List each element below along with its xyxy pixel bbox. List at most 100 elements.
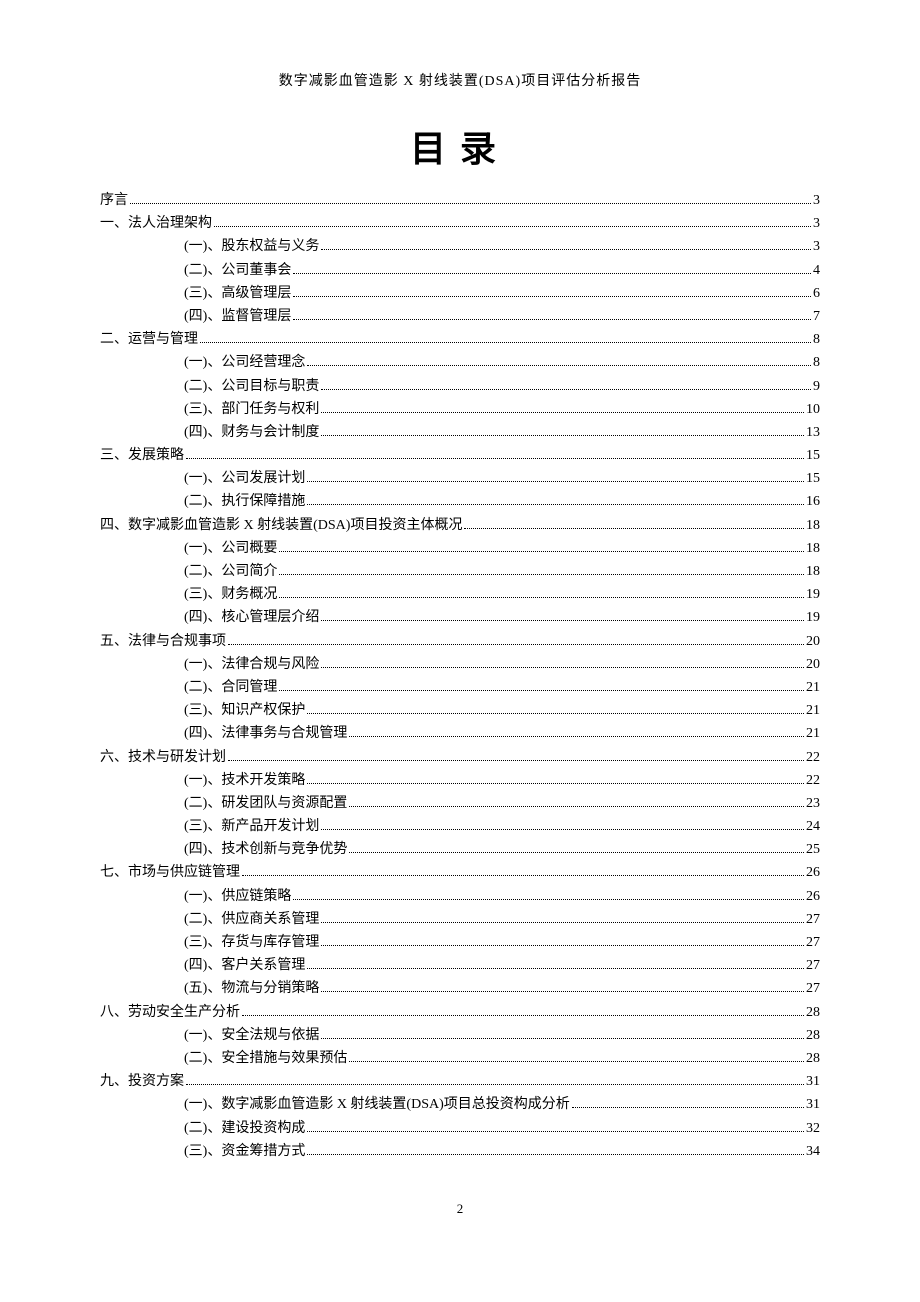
toc-entry-label: (二)、供应商关系管理 bbox=[184, 913, 319, 927]
toc-entry-label: (三)、资金筹措方式 bbox=[184, 1145, 305, 1159]
toc-entry-page: 28 bbox=[806, 1052, 820, 1066]
toc-leader-dots bbox=[307, 705, 804, 714]
toc-entry: (二)、合同管理 21 bbox=[100, 681, 820, 695]
toc-entry-label: (四)、客户关系管理 bbox=[184, 959, 305, 973]
toc-leader-dots bbox=[307, 496, 804, 505]
toc-entry-page: 25 bbox=[806, 843, 820, 857]
toc-entry-page: 18 bbox=[806, 542, 820, 556]
toc-entry-label: (三)、存货与库存管理 bbox=[184, 936, 319, 950]
toc-leader-dots bbox=[279, 542, 804, 551]
document-page: 数字减影血管造影 X 射线装置(DSA)项目评估分析报告 目录 序言3一、法人治… bbox=[0, 0, 920, 1257]
toc-entry-page: 26 bbox=[806, 866, 820, 880]
toc-entry-label: (四)、法律事务与合规管理 bbox=[184, 727, 347, 741]
toc-entry: 序言 3 bbox=[100, 194, 820, 208]
toc-entry-page: 27 bbox=[806, 913, 820, 927]
toc-entry-page: 10 bbox=[806, 403, 820, 417]
toc-entry: (三)、新产品开发计划24 bbox=[100, 820, 820, 834]
toc-entry-label: (一)、法律合规与风险 bbox=[184, 658, 319, 672]
toc-leader-dots bbox=[349, 1053, 804, 1062]
toc-entry-page: 18 bbox=[806, 519, 820, 533]
toc-entry-label: 九、投资方案 bbox=[100, 1075, 184, 1089]
toc-entry: (一)、公司经营理念 8 bbox=[100, 356, 820, 370]
toc-leader-dots bbox=[293, 890, 804, 899]
toc-entry-label: (四)、核心管理层介绍 bbox=[184, 611, 319, 625]
toc-leader-dots bbox=[242, 867, 804, 876]
toc-entry: (一)、公司概要18 bbox=[100, 542, 820, 556]
toc-entry-label: (一)、公司发展计划 bbox=[184, 472, 305, 486]
toc-entry-label: (二)、安全措施与效果预估 bbox=[184, 1052, 347, 1066]
toc-entry-page: 15 bbox=[806, 472, 820, 486]
toc-entry: (三)、存货与库存管理27 bbox=[100, 936, 820, 950]
toc-entry-page: 4 bbox=[813, 264, 820, 278]
toc-entry-label: (二)、研发团队与资源配置 bbox=[184, 797, 347, 811]
toc-entry-page: 24 bbox=[806, 820, 820, 834]
toc-entry-label: 序言 bbox=[100, 194, 128, 208]
toc-leader-dots bbox=[321, 241, 811, 250]
toc-entry: (二)、建设投资构成32 bbox=[100, 1122, 820, 1136]
toc-entry-label: (一)、公司经营理念 bbox=[184, 356, 305, 370]
toc-entry: (一)、数字减影血管造影 X 射线装置(DSA)项目总投资构成分析31 bbox=[100, 1098, 820, 1112]
toc-leader-dots bbox=[349, 844, 804, 853]
toc-entry: (四)、法律事务与合规管理21 bbox=[100, 727, 820, 741]
toc-entry-page: 27 bbox=[806, 982, 820, 996]
toc-entry: 六、技术与研发计划22 bbox=[100, 751, 820, 765]
toc-entry: (三)、资金筹措方式34 bbox=[100, 1145, 820, 1159]
toc-entry-label: (二)、公司简介 bbox=[184, 565, 277, 579]
toc-entry-page: 28 bbox=[806, 1029, 820, 1043]
toc-entry-page: 27 bbox=[806, 959, 820, 973]
toc-entry-label: 八、劳动安全生产分析 bbox=[100, 1006, 240, 1020]
document-header: 数字减影血管造影 X 射线装置(DSA)项目评估分析报告 bbox=[100, 70, 820, 90]
toc-entry: (三)、财务概况19 bbox=[100, 588, 820, 602]
toc-entry-page: 8 bbox=[813, 333, 820, 347]
toc-entry: 九、投资方案 31 bbox=[100, 1075, 820, 1089]
toc-entry: (三)、知识产权保护21 bbox=[100, 704, 820, 718]
toc-entry-page: 31 bbox=[806, 1098, 820, 1112]
toc-entry: (四)、监督管理层7 bbox=[100, 310, 820, 324]
toc-entry-label: 一、法人治理架构 bbox=[100, 217, 212, 231]
toc-entry-page: 8 bbox=[813, 356, 820, 370]
toc-leader-dots bbox=[307, 774, 804, 783]
toc-entry-label: (二)、合同管理 bbox=[184, 681, 277, 695]
toc-entry: (三)、部门任务与权利 10 bbox=[100, 403, 820, 417]
toc-entry-page: 3 bbox=[813, 240, 820, 254]
toc-leader-dots bbox=[279, 566, 804, 575]
toc-entry-label: 三、发展策略 bbox=[100, 449, 184, 463]
toc-entry-label: (一)、安全法规与依据 bbox=[184, 1029, 319, 1043]
toc-entry-label: (一)、股东权益与义务 bbox=[184, 240, 319, 254]
toc-entry-page: 20 bbox=[806, 635, 820, 649]
toc-entry: 二、运营与管理 8 bbox=[100, 333, 820, 347]
toc-entry: (一)、股东权益与义务 3 bbox=[100, 240, 820, 254]
toc-entry-label: (二)、公司目标与职责 bbox=[184, 380, 319, 394]
toc-entry-page: 31 bbox=[806, 1075, 820, 1089]
toc-leader-dots bbox=[293, 287, 811, 296]
toc-leader-dots bbox=[130, 195, 811, 204]
toc-entry-page: 21 bbox=[806, 704, 820, 718]
toc-leader-dots bbox=[307, 960, 804, 969]
toc-entry-page: 19 bbox=[806, 611, 820, 625]
toc-entry: (二)、供应商关系管理 27 bbox=[100, 913, 820, 927]
toc-entry: (一)、技术开发策略22 bbox=[100, 774, 820, 788]
page-number: 2 bbox=[100, 1201, 820, 1217]
toc-leader-dots bbox=[307, 1145, 804, 1154]
toc-leader-dots bbox=[464, 519, 804, 528]
toc-entry-page: 21 bbox=[806, 681, 820, 695]
toc-entry: (一)、供应链策略26 bbox=[100, 890, 820, 904]
toc-leader-dots bbox=[321, 380, 811, 389]
toc-entry-page: 28 bbox=[806, 1006, 820, 1020]
toc-entry-label: 七、市场与供应链管理 bbox=[100, 866, 240, 880]
toc-entry-page: 18 bbox=[806, 565, 820, 579]
toc-entry-label: 二、运营与管理 bbox=[100, 333, 198, 347]
toc-entry-label: (一)、技术开发策略 bbox=[184, 774, 305, 788]
toc-entry-page: 3 bbox=[813, 194, 820, 208]
toc-entry: (四)、客户关系管理 27 bbox=[100, 959, 820, 973]
toc-entry-label: (三)、部门任务与权利 bbox=[184, 403, 319, 417]
toc-leader-dots bbox=[200, 334, 811, 343]
toc-entry: (一)、安全法规与依据 28 bbox=[100, 1029, 820, 1043]
toc-entry: 五、法律与合规事项20 bbox=[100, 635, 820, 649]
toc-entry: (二)、公司目标与职责9 bbox=[100, 380, 820, 394]
toc-entry-page: 7 bbox=[813, 310, 820, 324]
toc-leader-dots bbox=[242, 1006, 804, 1015]
toc-leader-dots bbox=[349, 728, 804, 737]
toc-entry-label: 四、数字减影血管造影 X 射线装置(DSA)项目投资主体概况 bbox=[100, 519, 462, 533]
toc-entry-label: (二)、建设投资构成 bbox=[184, 1122, 305, 1136]
